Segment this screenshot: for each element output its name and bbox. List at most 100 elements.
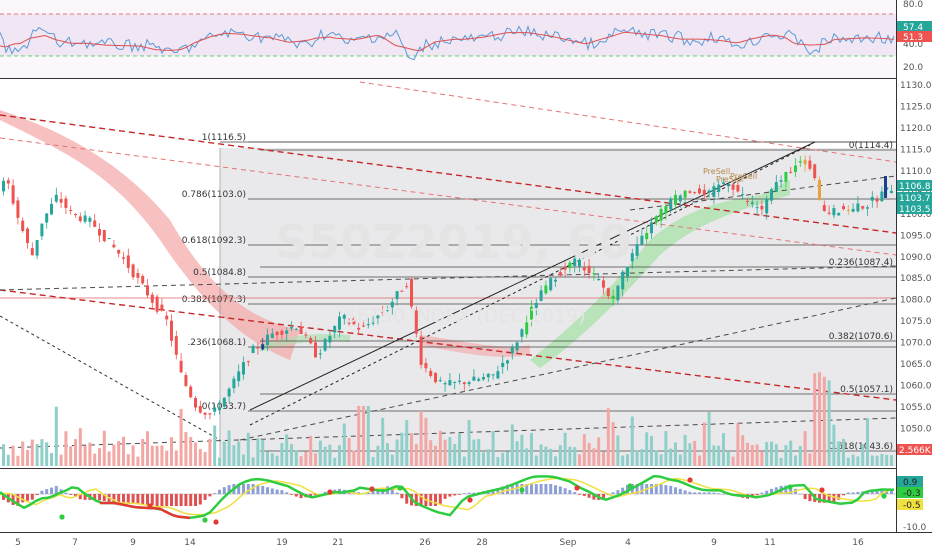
candle-body	[2, 180, 5, 192]
macd-histogram-bar	[496, 488, 500, 494]
volume-bar	[64, 431, 68, 466]
candle-body	[803, 159, 807, 165]
volume-bar	[851, 454, 855, 466]
macd-histogram-bar	[227, 485, 231, 494]
time-tick-label: Sep	[560, 538, 577, 548]
volume-bar	[376, 445, 380, 466]
volume-bar	[808, 453, 812, 466]
candle-body	[434, 372, 437, 383]
trend-line	[0, 114, 897, 234]
candle-body	[875, 199, 879, 202]
volume-bar	[674, 442, 677, 466]
volume-bar	[174, 450, 178, 466]
volume-bar	[290, 444, 293, 466]
macd-histogram-bar	[582, 494, 586, 496]
volume-bar	[448, 436, 452, 466]
candle-body	[93, 220, 97, 227]
macd-histogram-bar	[266, 487, 269, 494]
macd-histogram-bar	[803, 494, 807, 500]
candle-body	[146, 285, 149, 296]
candle-body	[458, 380, 461, 382]
candle-body	[88, 217, 92, 222]
candle-body	[539, 290, 543, 301]
candle-body	[112, 244, 116, 248]
macd-histogram-bar	[429, 494, 433, 506]
volume-bar	[861, 444, 865, 466]
macd-histogram-bar	[242, 484, 245, 494]
volume-bar	[798, 445, 802, 466]
candle-body	[64, 198, 68, 208]
volume-bar	[107, 451, 111, 466]
volume-bar	[568, 446, 572, 466]
volume-bar	[726, 451, 730, 466]
candle-body	[760, 205, 764, 210]
price-tick-label: 1085.0	[900, 274, 932, 284]
macd-histogram-bar	[218, 489, 221, 494]
volume-bar	[414, 444, 418, 466]
macd-histogram-bar	[789, 487, 793, 494]
candle-body	[726, 183, 730, 186]
price-badge	[897, 180, 932, 191]
macd-histogram-bar	[563, 488, 567, 494]
volume-bar	[573, 447, 577, 466]
macd-histogram-bar	[846, 492, 850, 494]
volume-bar	[544, 446, 548, 466]
candle-body	[11, 185, 15, 204]
volume-bar	[126, 454, 130, 466]
price-pane: 1(1116.5) 0(1114.4) 0.786(1103.0) 0.618(109…	[0, 81, 897, 466]
volume-bar	[880, 453, 884, 466]
macd-histogram-bar	[323, 491, 327, 494]
candle-body	[884, 176, 887, 198]
macd-tick-label: 0.9	[903, 478, 918, 488]
candle-body	[827, 212, 831, 214]
volume-bar	[299, 456, 303, 466]
candle-body	[544, 285, 548, 294]
candle-body	[328, 335, 332, 343]
macd-histogram-bar	[16, 494, 20, 506]
volume-bar	[98, 448, 101, 466]
macd-histogram-bar	[30, 494, 34, 500]
volume-bar	[803, 431, 807, 466]
macd-histogram-bar	[659, 484, 663, 494]
macd-histogram-bar	[371, 491, 375, 494]
time-tick-label: 16	[852, 538, 864, 548]
macd-histogram-bar	[755, 494, 759, 496]
macd-histogram-bar	[539, 484, 543, 494]
volume-bar	[582, 434, 586, 466]
volume-bar	[309, 435, 313, 466]
candle-body	[866, 207, 869, 209]
price-axis[interactable]	[896, 0, 932, 532]
macd-histogram-bar	[717, 493, 721, 495]
candle-body	[184, 375, 188, 386]
time-tick-label: 26	[419, 538, 431, 548]
price-tick-label: 1070.0	[900, 339, 932, 349]
macd-histogram-bar	[390, 486, 394, 494]
macd-histogram-bar	[683, 490, 687, 494]
volume-bar	[669, 448, 673, 466]
time-axis[interactable]	[0, 532, 932, 550]
candle-body	[141, 275, 145, 284]
price-tick-label: 1130.0	[900, 81, 932, 91]
candle-body	[549, 278, 553, 291]
volume-bar	[443, 439, 447, 466]
volume-bar	[59, 454, 63, 466]
macd-histogram-bar	[198, 494, 202, 505]
candle-body	[414, 310, 418, 334]
candle-body	[333, 326, 337, 333]
macd-histogram-bar	[832, 494, 836, 502]
volume-bar	[827, 380, 831, 466]
macd-histogram-bar	[635, 484, 639, 494]
macd-badge	[897, 476, 923, 487]
candle-body	[381, 312, 385, 314]
macd-histogram-bar	[136, 494, 140, 505]
macd-histogram-bar	[506, 484, 509, 494]
volume-bar	[35, 444, 39, 466]
candle-body	[554, 279, 557, 282]
volume-bar	[563, 432, 567, 466]
time-tick-label: 4	[625, 538, 631, 548]
candle-body	[755, 207, 759, 209]
rsi-value-badge	[897, 31, 932, 42]
macd-histogram-bar	[203, 494, 207, 500]
candle-body	[774, 182, 778, 192]
